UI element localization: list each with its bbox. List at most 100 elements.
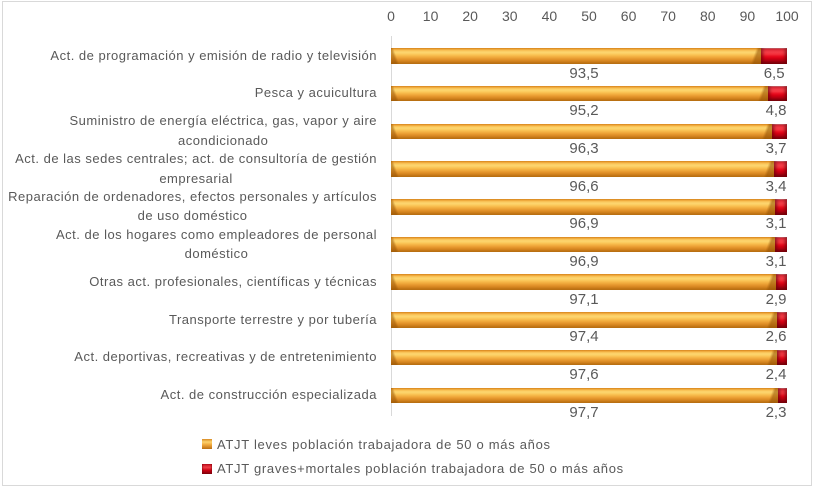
value-label-graves: 2,3 <box>765 403 787 421</box>
x-axis-tick-label: 10 <box>422 8 439 24</box>
legend-label: ATJT graves+mortales población trabajado… <box>217 461 624 477</box>
bar-bevel-right <box>748 48 762 64</box>
category-label-text: Act. de programación y emisión de radio … <box>50 46 377 66</box>
category-label: Suministro de energía eléctrica, gas, va… <box>0 111 377 150</box>
bar-segment-leves[interactable] <box>391 85 768 102</box>
bar-bevel-right <box>759 123 773 140</box>
category-label-text: Act. de construcción especializada <box>161 385 377 405</box>
bar-bevel-right <box>754 85 768 102</box>
bar-segment-leves[interactable] <box>391 48 762 64</box>
bar-bevel-right <box>763 312 777 328</box>
legend-marker-red <box>202 463 212 474</box>
category-label: Reparación de ordenadores, efectos perso… <box>0 187 377 226</box>
bar-segment-graves[interactable] <box>774 236 788 253</box>
category-label-line: Transporte terrestre y por tubería <box>169 311 377 327</box>
x-axis-tick-label: 80 <box>700 8 716 24</box>
value-label-graves: 3,1 <box>765 215 787 233</box>
x-axis-tick-label: 60 <box>620 8 637 24</box>
bar-bevel-right <box>761 236 775 253</box>
bar-bevel-left <box>391 236 400 253</box>
bar-bevel-left <box>391 85 400 102</box>
category-label: Act. deportivas, recreativas y de entret… <box>0 347 377 367</box>
value-label-leves: 93,5 <box>569 64 599 82</box>
bar-segment-graves[interactable] <box>775 274 788 290</box>
category-label-line: acondicionado <box>178 132 269 148</box>
category-label-text: Reparación de ordenadores, efectos perso… <box>8 187 377 226</box>
bar-segment-graves[interactable] <box>777 349 787 366</box>
bar-bevel-right <box>761 199 775 215</box>
value-label-leves: 97,1 <box>569 290 599 308</box>
category-label-text: Transporte terrestre y por tubería <box>169 310 377 330</box>
y-axis-line <box>390 36 392 416</box>
x-axis-tick-label: 100 <box>775 8 799 24</box>
category-label-line: empresarial <box>159 170 233 186</box>
bar-bevel-left <box>391 199 400 215</box>
bar-segment-leves[interactable] <box>391 274 776 290</box>
legend-label: ATJT leves población trabajadora de 50 o… <box>217 436 551 452</box>
value-label-leves: 95,2 <box>569 102 599 120</box>
category-label-text: Act. de las sedes centrales; act. de con… <box>15 149 377 188</box>
value-label-graves: 2,4 <box>765 366 787 384</box>
bar-segment-leves[interactable] <box>391 199 775 215</box>
category-label-line: Act. de las sedes centrales; act. de con… <box>15 151 377 167</box>
category-label-line: Suministro de energía eléctrica, gas, va… <box>69 113 377 129</box>
category-label-text: Act. de los hogares como empleadores de … <box>56 225 377 264</box>
category-label-line: Act. de construcción especializada <box>160 387 377 402</box>
bar-segment-graves[interactable] <box>772 123 787 140</box>
bar-segment-leves[interactable] <box>391 312 777 328</box>
value-label-graves: 2,6 <box>765 328 787 346</box>
category-label-line: Act. de los hogares como empleadores de … <box>55 226 377 242</box>
x-axis-tick-label: 90 <box>739 8 756 24</box>
value-label-leves: 97,6 <box>569 366 599 384</box>
category-label-line: doméstico <box>184 246 249 261</box>
x-axis-tick-label: 20 <box>462 8 478 24</box>
category-label: Act. de los hogares como empleadores de … <box>0 225 377 264</box>
value-label-graves: 3,4 <box>765 177 787 195</box>
value-label-leves: 97,7 <box>569 403 599 421</box>
value-label-leves: 96,9 <box>569 252 599 270</box>
x-axis-tick-label: 30 <box>502 8 518 24</box>
bar-bevel-right <box>762 274 776 290</box>
bar-bevel-left <box>391 123 400 140</box>
bar-bevel-right <box>760 161 774 177</box>
category-label-line: Act. deportivas, recreativas y de entret… <box>74 349 377 365</box>
category-label-line: de uso doméstico <box>137 208 248 224</box>
category-label: Act. de construcción especializada <box>0 385 377 405</box>
x-axis-tick-label: 40 <box>541 8 558 24</box>
x-axis-tick-label: 0 <box>387 8 395 24</box>
value-label-leves: 96,3 <box>569 139 599 157</box>
bar-segment-leves[interactable] <box>391 236 775 253</box>
x-axis-tick-label: 70 <box>660 8 676 24</box>
bar-segment-leves[interactable] <box>391 161 774 177</box>
bar-segment-graves[interactable] <box>777 387 788 403</box>
legend-item[interactable]: ATJT leves población trabajadora de 50 o… <box>202 437 551 452</box>
bar-segment-leves[interactable] <box>391 387 778 403</box>
category-label-text: Otras act. profesionales, científicas y … <box>89 272 377 292</box>
bar-segment-leves[interactable] <box>391 349 778 366</box>
value-label-graves: 4,8 <box>765 102 787 120</box>
bar-bevel-right <box>764 349 778 366</box>
bar-segment-graves[interactable] <box>774 199 788 215</box>
category-label-line: Act. de programación y emisión de radio … <box>50 47 377 63</box>
bar-bevel-left <box>391 274 400 290</box>
bar-bevel-right <box>764 387 778 403</box>
legend-item[interactable]: ATJT graves+mortales población trabajado… <box>202 461 624 476</box>
category-label: Act. de las sedes centrales; act. de con… <box>0 149 377 188</box>
category-label-text: Act. deportivas, recreativas y de entret… <box>74 347 377 367</box>
bar-bevel-left <box>391 48 400 64</box>
category-label-line: Reparación de ordenadores, efectos perso… <box>8 188 377 204</box>
legend-marker-orange <box>202 439 212 449</box>
bar-bevel-left <box>391 161 400 177</box>
bar-segment-leves[interactable] <box>391 123 773 140</box>
bar-segment-graves[interactable] <box>773 161 788 177</box>
category-label-text: Suministro de energía eléctrica, gas, va… <box>69 111 377 150</box>
bar-segment-graves[interactable] <box>761 48 787 64</box>
bar-segment-graves[interactable] <box>776 312 788 328</box>
category-label-line: Pesca y acuicultura <box>254 85 377 101</box>
x-axis-tick-label: 50 <box>581 8 597 24</box>
bar-bevel-left <box>391 349 400 366</box>
value-label-leves: 96,9 <box>569 215 599 233</box>
value-label-leves: 97,4 <box>569 328 599 346</box>
bar-segment-graves[interactable] <box>767 85 787 102</box>
